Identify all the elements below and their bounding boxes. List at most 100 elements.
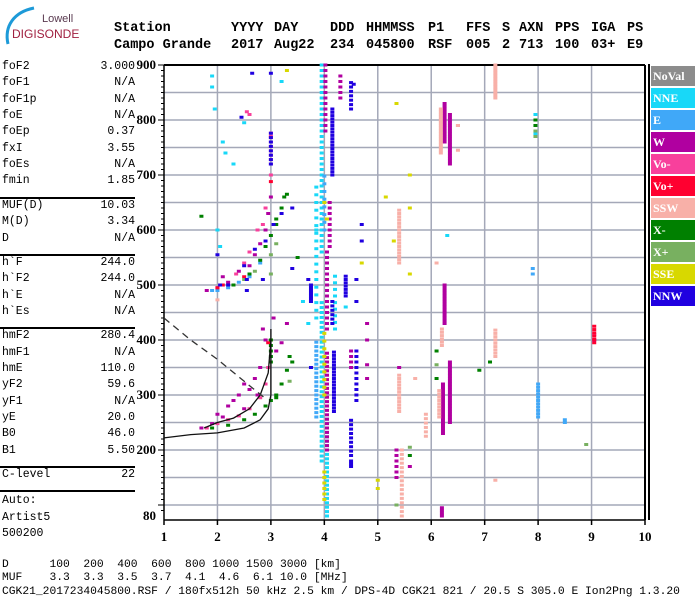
echo-point-w xyxy=(447,412,452,416)
echo-point-ssw xyxy=(399,479,404,483)
echo-point-ssw xyxy=(397,377,402,380)
echo-point-nnw xyxy=(331,386,336,390)
echo-point-x xyxy=(488,360,493,364)
echo-point-ssw xyxy=(439,337,444,341)
echo-point-e xyxy=(314,411,319,415)
echo-point-ssw xyxy=(397,386,402,390)
hdr-yyyy: YYYY xyxy=(231,21,264,36)
param-row-b1: B1 5.50 xyxy=(2,444,135,460)
echo-point-e xyxy=(236,280,241,284)
echo-point-nne xyxy=(325,510,330,514)
echo-point-ssw xyxy=(493,74,498,78)
echo-point-w xyxy=(325,422,330,426)
echo-point-ssw xyxy=(397,373,402,377)
echo-point-nnw xyxy=(252,247,257,251)
echo-point-nne xyxy=(242,121,247,125)
echo-point-w xyxy=(220,275,225,279)
hdr-station: Station xyxy=(114,21,171,36)
echo-point-w xyxy=(325,289,330,292)
echo-point-x xyxy=(268,399,273,402)
echo-point-w xyxy=(442,316,447,320)
echo-point-nne xyxy=(210,85,215,89)
echo-point-w xyxy=(394,470,399,474)
echo-point-e xyxy=(314,358,319,362)
echo-point-w xyxy=(327,234,332,237)
echo-point-ssw xyxy=(399,501,404,505)
param-name: B0 xyxy=(2,427,16,441)
echo-point-w xyxy=(447,388,452,391)
param-name: h`F xyxy=(2,255,23,269)
echo-point-x xyxy=(263,404,268,408)
autoscale-text: 500200 xyxy=(2,527,44,541)
echo-point-vo xyxy=(234,272,239,276)
echo-point-nne xyxy=(314,224,319,228)
echo-point-w xyxy=(325,413,330,417)
echo-point-w xyxy=(440,401,445,405)
hdr-axn: AXN xyxy=(519,21,544,36)
param-row-hf: h`F 244.0 xyxy=(2,256,135,272)
hdr-hhmmss: HHMMSS xyxy=(366,21,415,36)
echo-point-nnw xyxy=(330,304,335,308)
echo-point-w xyxy=(447,121,452,125)
hdr-day: DAY xyxy=(274,21,299,36)
legend-item-x: X- xyxy=(651,220,695,240)
param-name: foE xyxy=(2,109,23,123)
echo-point-w xyxy=(447,159,452,163)
echo-point-nnw xyxy=(349,418,354,422)
echo-point-nne xyxy=(333,314,338,318)
echo-point-nnw xyxy=(263,239,268,243)
echo-point-w xyxy=(447,371,452,375)
echo-point-w xyxy=(260,327,265,331)
echo-point-nne xyxy=(314,278,319,281)
echo-point-ssw xyxy=(493,345,498,349)
echo-point-vo xyxy=(255,228,260,232)
echo-point-nne xyxy=(325,492,330,496)
echo-point-w xyxy=(325,322,330,325)
echo-point-vo xyxy=(592,334,597,338)
echo-point-nnw xyxy=(308,294,313,298)
echo-point-nne xyxy=(319,459,324,463)
echo-point-nne xyxy=(319,146,324,149)
echo-point-w xyxy=(325,400,330,404)
autoscale-text: Auto: xyxy=(2,494,37,508)
echo-point-nnw xyxy=(331,377,336,380)
echo-point-w xyxy=(325,267,330,270)
param-row-d: D N/A xyxy=(2,232,135,248)
echo-point-nne xyxy=(319,201,324,204)
echo-point-w xyxy=(439,506,444,510)
echo-point-nne xyxy=(319,80,324,83)
echo-point-e xyxy=(314,389,319,393)
echo-point-w xyxy=(365,377,370,380)
echo-point-e xyxy=(322,220,327,224)
echo-point-nnw xyxy=(331,367,336,371)
echo-point-w xyxy=(442,283,447,287)
echo-point-ssw xyxy=(438,146,443,149)
echo-point-w xyxy=(442,135,447,138)
echo-point-nnw xyxy=(331,396,336,400)
echo-point-nne xyxy=(319,245,324,248)
panel-divider xyxy=(0,490,135,493)
echo-point-w xyxy=(323,80,328,83)
echo-point-nnw xyxy=(359,223,364,226)
echo-point-nne xyxy=(314,301,319,305)
echo-point-w xyxy=(447,399,452,402)
echo-point-w xyxy=(349,366,354,369)
echo-point-ssw xyxy=(493,478,498,482)
echo-point-nne xyxy=(319,91,324,94)
echo-point-w xyxy=(440,388,445,391)
echo-point-x xyxy=(290,360,295,364)
echo-point-ssw xyxy=(397,241,402,245)
param-name: foEp xyxy=(2,125,30,139)
echo-point-nnw xyxy=(354,349,359,353)
echo-point-nnw xyxy=(343,281,348,285)
param-name: foF1p xyxy=(2,92,37,106)
param-row-fof2: foF2 3.000 xyxy=(2,60,135,76)
echo-point-w xyxy=(442,137,447,141)
echo-point-x xyxy=(533,129,538,133)
echo-point-nne xyxy=(325,501,330,505)
echo-point-nnw xyxy=(331,383,336,387)
param-name: fmin xyxy=(2,174,30,188)
echo-point-ssw xyxy=(397,218,402,222)
param-value: N/A xyxy=(114,304,135,318)
echo-point-nne xyxy=(325,474,330,478)
